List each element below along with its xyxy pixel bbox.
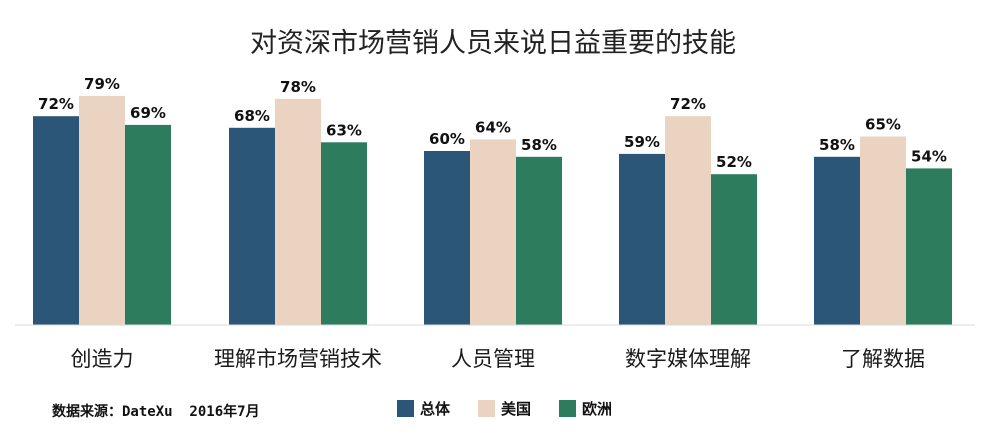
bar-overall-2 — [229, 127, 275, 325]
legend-item-overall: 总体 — [397, 398, 450, 419]
value-label-overall-2: 68% — [234, 107, 270, 125]
category-label-4: 数字媒体理解 — [625, 347, 751, 371]
value-label-us-5: 65% — [865, 116, 901, 134]
category-label-1: 创造力 — [71, 347, 134, 371]
value-label-overall-1: 72% — [38, 95, 74, 113]
bar-europe-2 — [321, 142, 367, 325]
source-note: 数据来源：DateXu 2016年7月 — [52, 404, 260, 420]
bar-europe-3 — [516, 156, 562, 325]
legend-label-overall: 总体 — [420, 400, 451, 418]
value-label-europe-1: 69% — [130, 104, 166, 122]
value-label-overall-3: 60% — [429, 130, 465, 148]
bars-group — [33, 95, 952, 326]
bar-us-5 — [860, 136, 906, 325]
value-label-europe-5: 54% — [911, 147, 947, 165]
bar-europe-4 — [711, 174, 757, 325]
legend-label-europe: 欧洲 — [582, 400, 613, 418]
value-label-europe-3: 58% — [521, 136, 557, 154]
value-label-overall-4: 59% — [624, 133, 660, 151]
category-label-5: 了解数据 — [841, 347, 925, 371]
bar-us-4 — [665, 116, 711, 325]
value-label-us-4: 72% — [670, 95, 706, 113]
legend-item-europe: 欧洲 — [559, 398, 612, 419]
category-labels-group: 创造力 理解市场营销技术 人员管理 数字媒体理解 了解数据 — [71, 347, 926, 371]
legend-swatch-us — [478, 400, 496, 417]
value-label-europe-2: 63% — [326, 121, 362, 139]
value-label-europe-4: 52% — [716, 153, 752, 171]
bar-chart: 对资深市场营销人员来说日益重要的技能 72% 79% 69% 68% 78% 63% 60%… — [15, 28, 975, 371]
legend-swatch-overall — [397, 400, 414, 417]
bar-us-1 — [79, 95, 125, 326]
legend-label-us: 美国 — [501, 400, 532, 418]
bar-overall-1 — [33, 116, 79, 325]
category-label-3: 人员管理 — [451, 347, 535, 371]
legend-swatch-europe — [559, 400, 577, 417]
value-label-us-2: 78% — [280, 78, 316, 96]
legend: 总体 美国 欧洲 — [397, 398, 640, 419]
bar-us-3 — [470, 139, 516, 325]
value-label-overall-5: 58% — [819, 136, 855, 154]
footer: 数据来源：DateXu 2016年7月 总体 美国 欧洲 — [0, 398, 987, 426]
bar-overall-4 — [619, 153, 665, 325]
value-labels-group: 72% 79% 69% 68% 78% 63% 60% 64% 58% 59% 72% 52% 58% 6… — [38, 75, 947, 171]
category-label-2: 理解市场营销技术 — [214, 347, 382, 371]
value-label-us-1: 79% — [84, 75, 120, 93]
legend-item-us: 美国 — [478, 398, 531, 419]
bar-europe-5 — [906, 168, 952, 325]
value-label-us-3: 64% — [475, 118, 511, 136]
bar-us-2 — [275, 98, 321, 325]
bar-europe-1 — [125, 124, 171, 326]
bar-overall-5 — [814, 156, 860, 325]
chart-title: 对资深市场营销人员来说日益重要的技能 — [250, 28, 736, 59]
bar-overall-3 — [424, 151, 470, 325]
